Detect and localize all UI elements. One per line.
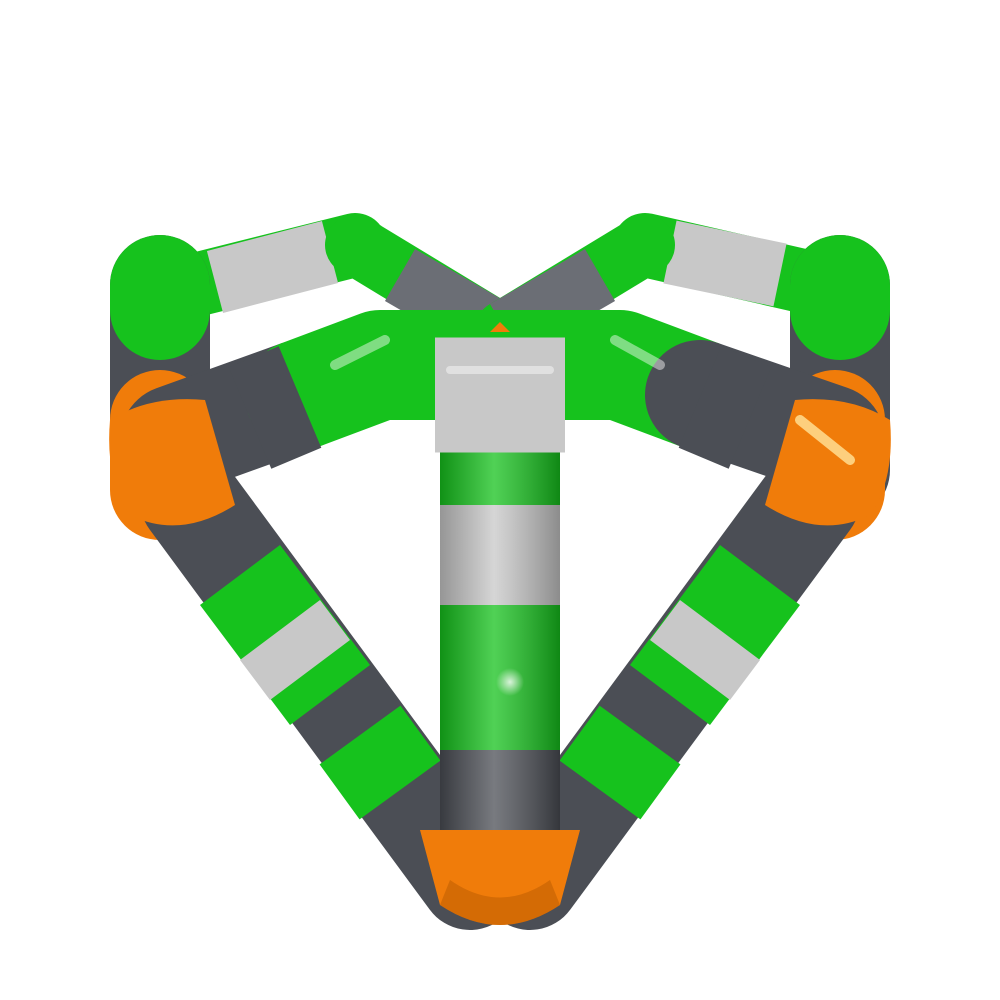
tube-center-stem: [440, 440, 560, 840]
tube-lower-left: [140, 450, 520, 930]
tube-front-crossbar: [120, 310, 885, 495]
node-right: [765, 399, 891, 526]
node-bottom: [420, 830, 580, 925]
node-left: [109, 399, 235, 526]
specular-highlights: [330, 335, 665, 374]
node-top-tip: [490, 322, 510, 332]
tube-lower-right: [480, 450, 860, 930]
